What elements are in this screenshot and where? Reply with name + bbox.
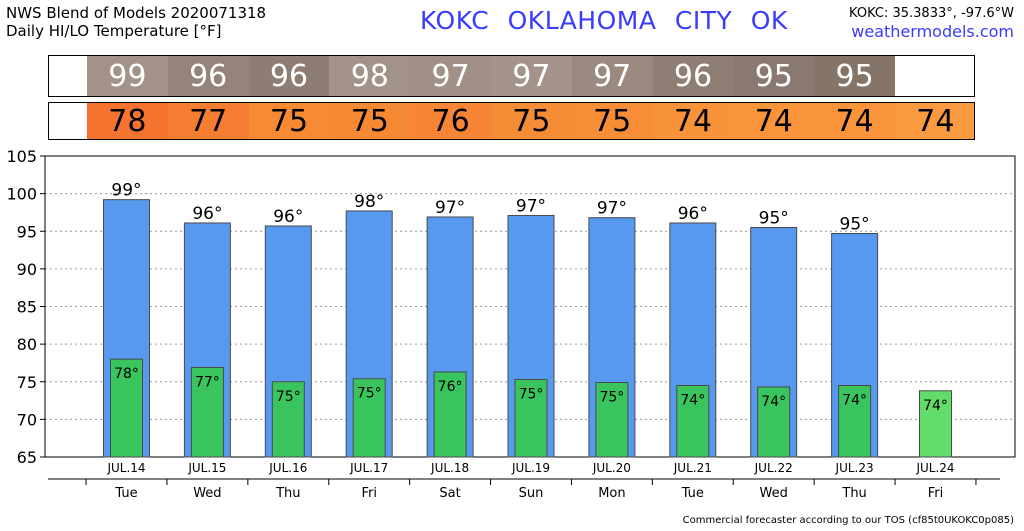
- x-weekday-label: Tue: [681, 486, 704, 501]
- high-bar-label: 96°: [273, 207, 303, 227]
- lo-strip-cell: 76: [410, 103, 491, 139]
- low-bar-label: 75°: [599, 390, 624, 406]
- low-bar: [271, 381, 305, 458]
- lo-strip-cell: 74: [733, 103, 815, 139]
- high-temp-strip: 99 96 96 98 97 97 97 96 95 95: [48, 55, 975, 97]
- site-link[interactable]: weathermodels.com: [851, 22, 1014, 41]
- x-weekday-label: Sun: [519, 486, 544, 501]
- high-bar-label: 96°: [678, 204, 708, 224]
- low-bar: [433, 371, 467, 458]
- low-bar: [110, 358, 143, 458]
- low-bar-label: 74°: [761, 394, 786, 410]
- hi-strip-cell: 95: [814, 56, 895, 96]
- low-bar: [919, 390, 952, 458]
- station-name: KOKC OKLAHOMA CITY OK: [420, 6, 788, 35]
- x-tick-label: JUL.22: [754, 461, 793, 475]
- low-bar-label: 74°: [680, 393, 705, 409]
- hi-strip-cell: 98: [329, 56, 411, 96]
- low-bar: [757, 386, 791, 458]
- low-bar-label: 76°: [438, 379, 463, 395]
- low-bar: [595, 382, 629, 458]
- x-tick-label: JUL.20: [592, 461, 631, 475]
- low-bar-label: 77°: [195, 374, 220, 390]
- lo-strip-cell: 75: [571, 103, 653, 139]
- hi-strip-cell: 99: [87, 56, 168, 96]
- x-weekday-label: Wed: [193, 486, 221, 501]
- low-bar-label: 74°: [842, 393, 867, 409]
- hi-strip-cell: 97: [571, 56, 653, 96]
- high-bar-label: 97°: [435, 198, 465, 218]
- x-weekday-label: Sat: [439, 486, 460, 501]
- x-weekday-label: Thu: [275, 486, 300, 501]
- high-bar-label: 95°: [840, 215, 870, 235]
- hi-strip-cell: 95: [733, 56, 815, 96]
- low-bar: [190, 366, 224, 458]
- high-bar-label: 99°: [111, 181, 141, 201]
- y-tick-label: 75: [17, 373, 37, 392]
- y-tick-label: 85: [17, 298, 37, 317]
- high-bar-label: 97°: [597, 199, 627, 219]
- y-tick-label: 100: [6, 185, 37, 204]
- y-tick-label: 70: [17, 410, 37, 429]
- y-tick-label: 105: [6, 148, 37, 166]
- lo-strip-cell: 77: [167, 103, 249, 139]
- x-weekday-label: Tue: [114, 486, 137, 501]
- chart-title: NWS Blend of Models 2020071318: [6, 4, 267, 22]
- low-bar-label: 75°: [276, 389, 301, 405]
- chart-subtitle: Daily HI/LO Temperature [°F]: [6, 22, 222, 40]
- lo-strip-cell: 75: [491, 103, 572, 139]
- x-tick-label: JUL.19: [511, 461, 550, 475]
- low-bar-label: 75°: [519, 386, 544, 402]
- temperature-chart: 65 70 75 80 85 90 95 100 105 99° 78° JUL.14 Tue 96° 77…: [6, 148, 1016, 501]
- x-tick-label: JUL.15: [187, 461, 226, 475]
- x-tick-label: JUL.18: [430, 461, 469, 475]
- hi-strip-cell: 97: [410, 56, 491, 96]
- x-tick-label: JUL.23: [835, 461, 874, 475]
- hi-strip-cell: 96: [167, 56, 249, 96]
- high-bar-label: 95°: [759, 208, 789, 228]
- lo-strip-cell: 78: [87, 103, 168, 139]
- x-tick-label: JUL.14: [106, 461, 145, 475]
- lo-strip-cell: 75: [248, 103, 330, 139]
- y-tick-label: 90: [17, 260, 37, 279]
- y-tick-label: 80: [17, 335, 37, 354]
- low-bar: [838, 385, 872, 458]
- x-weekday-label: Thu: [841, 486, 866, 501]
- lo-strip-cell: 74: [814, 103, 895, 139]
- low-bar-label: 74°: [923, 398, 948, 414]
- footer-note: Commercial forecaster according to our T…: [682, 515, 1014, 526]
- high-bar-label: 97°: [516, 196, 546, 216]
- x-weekday-label: Mon: [598, 486, 625, 501]
- low-bar-label: 78°: [114, 366, 139, 382]
- low-temp-strip: 78 77 75 75 76 75 75 74 74 74 74: [48, 102, 975, 140]
- low-bar: [676, 385, 710, 458]
- x-tick-label: JUL.21: [673, 461, 712, 475]
- high-bar-label: 96°: [192, 204, 222, 224]
- low-bar-label: 75°: [357, 386, 382, 402]
- hi-strip-cell: 96: [652, 56, 734, 96]
- low-bar: [352, 378, 386, 458]
- x-tick-label: JUL.17: [349, 461, 388, 475]
- lo-strip-cell: 75: [329, 103, 411, 139]
- lo-strip-cell: 74: [895, 103, 974, 139]
- low-bar: [514, 378, 548, 458]
- hi-strip-cell: 96: [248, 56, 330, 96]
- lo-strip-cell: 74: [652, 103, 734, 139]
- station-coords: KOKC: 35.3833°, -97.6°W: [849, 6, 1014, 21]
- y-tick-label: 95: [17, 222, 37, 241]
- x-weekday-label: Fri: [928, 486, 944, 501]
- x-weekday-label: Wed: [760, 486, 788, 501]
- high-bar-label: 98°: [354, 192, 384, 212]
- x-tick-label: JUL.24: [915, 461, 954, 475]
- x-weekday-label: Fri: [361, 486, 377, 501]
- x-tick-label: JUL.16: [268, 461, 307, 475]
- y-tick-label: 65: [17, 448, 37, 467]
- hi-strip-cell: 97: [491, 56, 572, 96]
